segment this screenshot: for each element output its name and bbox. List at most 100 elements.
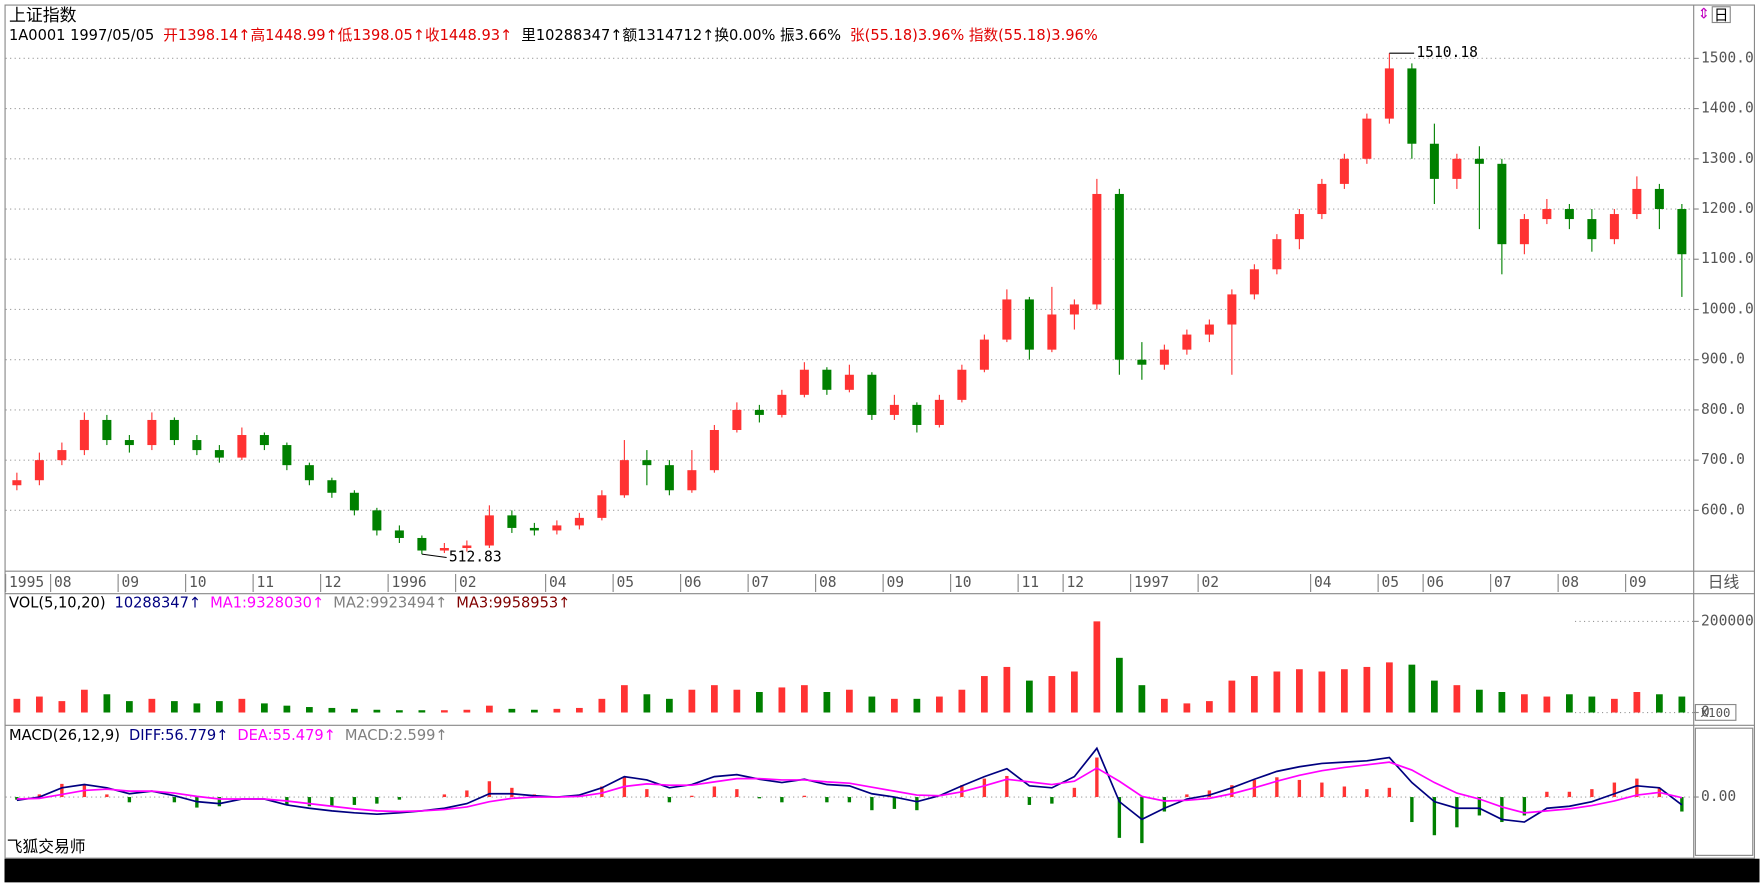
volume-bar (1611, 698, 1618, 713)
candle-body (1294, 214, 1304, 240)
legend-item: 10288347↑ (115, 594, 202, 611)
volume-bar (1228, 680, 1236, 713)
volume-bar (1386, 662, 1393, 713)
volume-bar (373, 709, 381, 713)
candle-body (1654, 188, 1664, 210)
candle-body (507, 515, 517, 528)
volume-bar (711, 685, 718, 713)
volume-bar (1476, 689, 1483, 713)
candle-body (124, 440, 134, 446)
candle-body (1002, 299, 1012, 340)
x-tick-label: 10 (954, 574, 972, 591)
volume-bar (126, 701, 133, 713)
x-tick-label: 04 (1314, 574, 1332, 591)
candle-body (979, 339, 989, 370)
x-tick-label: 05 (1382, 574, 1400, 591)
candle-body (1677, 209, 1687, 255)
volume-bar (1161, 698, 1168, 713)
volume-bar (1521, 694, 1528, 713)
candle-body (1159, 349, 1169, 365)
volume-bar (306, 707, 313, 713)
legend-item: DEA:55.479↑ (237, 727, 335, 744)
candle-body (214, 450, 224, 458)
candle-body (1092, 193, 1102, 305)
y-tick-label: 0 (1701, 704, 1710, 721)
volume-bar (553, 708, 561, 713)
candle-body (754, 409, 764, 415)
info-item: 里10288347↑额1314712↑换0.00% 振3.66% (521, 27, 841, 44)
candle-body (889, 404, 899, 415)
volume-bar (531, 709, 538, 713)
volume-bar (1453, 685, 1461, 713)
candle-body (732, 409, 742, 430)
volume-bar (1026, 680, 1033, 713)
x-tick-label: 06 (684, 574, 702, 591)
volume-unit-label: X100 (1701, 706, 1731, 720)
x-tick-label: 07 (752, 574, 770, 591)
frame (4, 4, 1755, 859)
candle-body (1137, 359, 1147, 365)
volume-bar (13, 698, 21, 713)
candle-body (169, 419, 179, 441)
candle-body (529, 527, 539, 531)
volume-bar (823, 691, 831, 713)
candle-body (147, 419, 157, 446)
volume-bar (1251, 676, 1258, 713)
status-bar (4, 858, 1760, 883)
annotation-leader (421, 553, 447, 559)
y-tick-label: 1500.0 (1701, 49, 1754, 66)
candle-body (957, 369, 967, 400)
candle-body (1609, 214, 1619, 240)
volume-bar (216, 701, 223, 713)
candle-body (372, 510, 382, 531)
candle-body (1632, 188, 1642, 215)
y-tick-label: 200000 (1701, 612, 1754, 629)
volume-bar (1093, 621, 1101, 713)
x-tick-label: 1997 (1134, 574, 1169, 591)
volume-bar (1633, 691, 1641, 713)
candle-body (57, 450, 67, 461)
x-tick-label: 12 (1067, 574, 1085, 591)
info-item: 开1398.14↑高1448.99↑低1398.05↑收1448.93↑ (163, 27, 512, 44)
footer-text: 飞狐交易师 (7, 837, 86, 856)
candle-body (1429, 143, 1439, 179)
x-tick-label: 10 (189, 574, 207, 591)
volume-bar (1116, 657, 1123, 713)
candle-body (844, 374, 854, 390)
candle-body (79, 419, 89, 451)
legend-item: MACD:2.599↑ (345, 727, 448, 744)
volume-bar (868, 696, 876, 713)
volume-bar (1588, 696, 1596, 713)
volume-bar (1048, 676, 1056, 713)
volume-bar (1656, 694, 1663, 713)
candle-body (102, 419, 112, 441)
candle-body (439, 548, 449, 551)
candle-body (1317, 183, 1327, 215)
candle-body (349, 492, 359, 511)
x-tick-label: 04 (549, 574, 567, 591)
y-tick-label: 700.0 (1701, 451, 1745, 468)
volume-bar (1408, 664, 1416, 713)
volume-bar (36, 696, 43, 713)
volume-bar (1138, 685, 1146, 713)
candle-body (192, 440, 202, 451)
period-button[interactable]: 日 (1714, 7, 1729, 24)
volume-bar (598, 698, 606, 713)
candle-body (1362, 118, 1372, 159)
period-button-box[interactable] (1711, 6, 1731, 24)
volume-bar (733, 689, 741, 713)
candle-body (1542, 209, 1552, 220)
volume-bar (958, 689, 966, 713)
volume-bar (936, 696, 943, 713)
candle-body (1069, 304, 1079, 315)
annotation-label: 1510.18 (1416, 44, 1478, 61)
link-icon[interactable]: ⇕ (1698, 6, 1710, 23)
legend-item: DIFF:56.779↑ (129, 727, 228, 744)
volume-bar (1206, 701, 1213, 713)
y-tick-label: 800.0 (1701, 401, 1745, 418)
volume-bar (328, 707, 336, 713)
volume-bar (891, 698, 898, 713)
candle-body (1564, 209, 1574, 220)
y-tick-label: 0.00 (1701, 788, 1736, 805)
